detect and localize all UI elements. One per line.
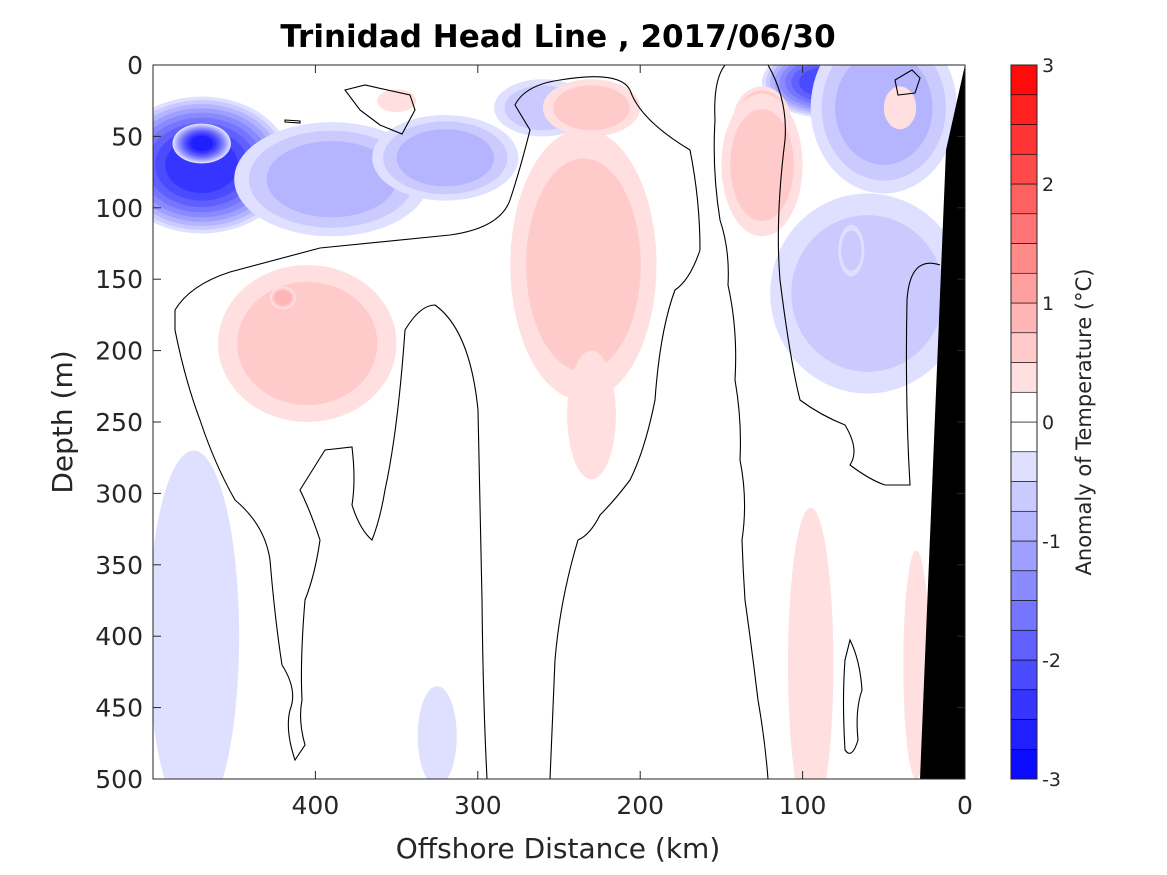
anomaly-region xyxy=(791,215,944,372)
colorbar-bin xyxy=(1010,719,1038,750)
x-axis-label: Offshore Distance (km) xyxy=(396,832,721,865)
x-axis: 400 300 200 100 0 xyxy=(292,65,973,820)
colorbar-bin xyxy=(1010,510,1038,542)
colorbar-bin xyxy=(1010,481,1038,512)
zero-contour-line xyxy=(767,65,941,486)
zero-contour-line xyxy=(842,638,863,754)
anomaly-region xyxy=(377,89,417,113)
colorbar-tick-label: 3 xyxy=(1042,55,1054,77)
zero-contour-line xyxy=(894,69,921,96)
y-tick-label: 50 xyxy=(111,122,143,151)
colorbar-bin xyxy=(1010,748,1038,780)
colorbar-bin xyxy=(1010,689,1038,720)
anomaly-region xyxy=(883,86,917,130)
anomaly-region xyxy=(417,686,457,779)
zero-contour-line xyxy=(284,119,301,124)
colorbar-bin xyxy=(1010,64,1038,96)
colorbar-bin xyxy=(1010,600,1038,631)
y-tick-label: 150 xyxy=(95,265,143,294)
y-tick-label: 100 xyxy=(95,194,143,223)
colorbar-bin xyxy=(1010,302,1038,334)
y-tick-label: 450 xyxy=(95,694,143,723)
colorbar-bin xyxy=(1010,124,1038,155)
bathymetry xyxy=(920,65,965,779)
colorbar-tick-label: -1 xyxy=(1042,531,1061,553)
anomaly-region xyxy=(835,65,933,165)
colorbar-bin xyxy=(1010,94,1038,125)
zero-contours xyxy=(174,65,941,779)
anomaly-region xyxy=(190,135,214,152)
y-tick-label: 250 xyxy=(95,408,143,437)
x-tick-label: 200 xyxy=(616,791,664,820)
y-tick-label: 200 xyxy=(95,337,143,366)
colorbar-bin xyxy=(1010,183,1038,215)
y-axis-label: Depth (m) xyxy=(46,350,79,493)
colorbar-bin xyxy=(1010,421,1038,453)
y-axis: 0 50 100 150 200 250 300 350 400 450 500 xyxy=(95,51,965,794)
chart-title: Trinidad Head Line , 2017/06/30 xyxy=(280,19,835,55)
x-tick-label: 300 xyxy=(454,791,502,820)
colorbar-bin xyxy=(1010,540,1038,572)
colorbar-bin xyxy=(1010,570,1038,601)
colorbar: 3 2 1 0 -1 -2 -3 xyxy=(1010,55,1061,791)
colorbar-frame xyxy=(1010,64,1038,780)
y-tick-label: 500 xyxy=(95,765,143,794)
colorbar-bin xyxy=(1010,213,1038,244)
colorbar-tick-label: -3 xyxy=(1042,769,1061,791)
anomaly-region xyxy=(730,109,794,221)
anomaly-field xyxy=(153,65,965,779)
x-tick-label: 400 xyxy=(292,791,340,820)
colorbar-bin xyxy=(1010,272,1038,304)
anomaly-region xyxy=(841,230,862,271)
anomaly-region xyxy=(237,281,378,406)
x-tick-label: 0 xyxy=(957,791,973,820)
y-tick-label: 0 xyxy=(127,51,143,80)
anomaly-region xyxy=(788,507,834,779)
anomaly-region xyxy=(266,141,397,218)
anomaly-region xyxy=(526,158,641,372)
plot-area xyxy=(152,64,966,780)
colorbar-tick-label: -2 xyxy=(1042,650,1061,672)
anomaly-region xyxy=(553,85,630,131)
anomaly-region xyxy=(567,350,616,480)
anomaly-region xyxy=(396,129,494,187)
colorbar-bin xyxy=(1010,659,1038,691)
y-tick-label: 400 xyxy=(95,622,143,651)
x-tick-label: 100 xyxy=(779,791,827,820)
colorbar-bin xyxy=(1010,243,1038,274)
colorbar-tick-label: 0 xyxy=(1042,412,1054,434)
colorbar-bin xyxy=(1010,629,1038,661)
anomaly-region xyxy=(153,450,240,779)
y-tick-label: 300 xyxy=(95,479,143,508)
colorbar-bin xyxy=(1010,332,1038,363)
colorbar-bin xyxy=(1010,391,1038,423)
colorbar-bin xyxy=(1010,362,1038,393)
colorbar-tick-label: 2 xyxy=(1042,174,1054,196)
y-tick-label: 350 xyxy=(95,551,143,580)
anomaly-region xyxy=(274,290,292,306)
colorbar-tick-label: 1 xyxy=(1042,293,1054,315)
zero-contour-line xyxy=(344,84,416,135)
colorbar-bin xyxy=(1010,153,1038,185)
zero-contour-line xyxy=(174,304,488,779)
colorbar-bin xyxy=(1010,451,1038,482)
zero-contour-line xyxy=(713,65,769,779)
colorbar-label: Anomaly of Temperature (°C) xyxy=(1072,269,1096,576)
zero-contour-line xyxy=(174,76,701,779)
